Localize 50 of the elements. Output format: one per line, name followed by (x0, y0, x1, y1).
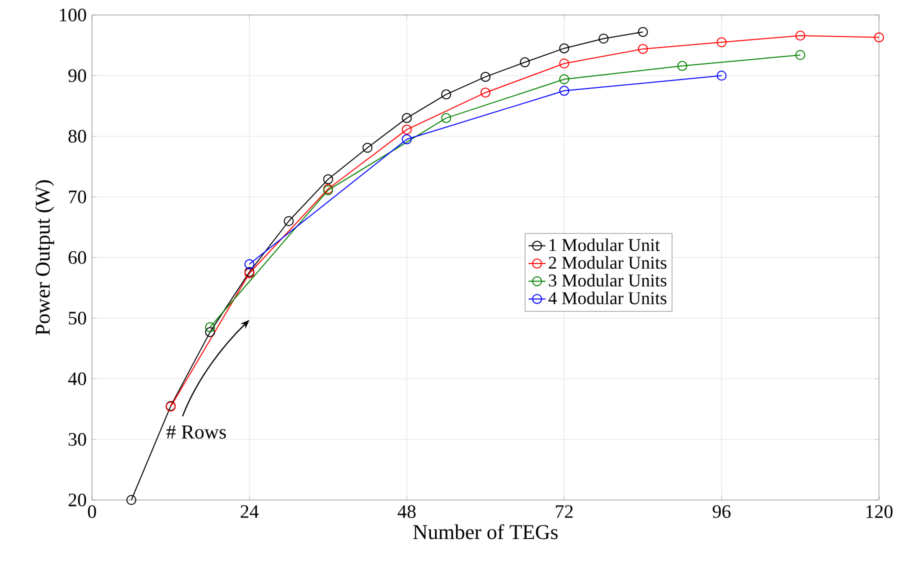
y-tick-label: 60 (68, 251, 86, 264)
point (559, 74, 570, 84)
point (441, 89, 452, 100)
point (638, 44, 648, 54)
point (795, 30, 806, 41)
point (598, 34, 609, 44)
point (362, 142, 372, 153)
y-tick-label: 80 (68, 130, 86, 143)
x-tick-label: 48 (398, 505, 416, 518)
point (520, 57, 530, 68)
point (795, 50, 806, 60)
y-tick-label: 50 (68, 312, 86, 325)
x-axis-title: Number of TEGs (413, 524, 558, 540)
point (441, 113, 452, 124)
point (402, 124, 412, 135)
point (480, 72, 491, 82)
legend-label: 2 Modular Units (548, 256, 666, 269)
legend-label: 3 Modular Units (548, 274, 666, 287)
point (126, 495, 136, 505)
point (716, 37, 727, 48)
legend-label: 4 Modular Units (548, 292, 666, 304)
y-tick-label: 70 (69, 190, 86, 204)
point (559, 43, 570, 54)
point (716, 70, 727, 81)
point (638, 26, 648, 37)
y-tick-label: 90 (68, 69, 86, 82)
point (402, 113, 412, 124)
point (205, 327, 216, 338)
point (284, 216, 294, 226)
y-tick-label: 100 (60, 8, 86, 22)
point (559, 58, 570, 68)
point (480, 88, 491, 98)
legend-label: 1 Modular Unit (550, 238, 660, 252)
point (874, 32, 884, 42)
point (323, 174, 334, 184)
y-tick-label: 40 (68, 372, 86, 386)
x-tick-label: 96 (712, 505, 731, 518)
y-tick-label: 20 (68, 494, 86, 506)
x-tick-label: 24 (240, 505, 259, 518)
point (559, 86, 570, 96)
x-tick-label: 120 (866, 505, 893, 518)
annotation: # Rows (166, 425, 226, 439)
x-tick-label: 72 (556, 505, 573, 518)
y-axis-title: Power Output (W) (35, 180, 54, 336)
point (677, 60, 688, 71)
point (244, 259, 254, 270)
y-tick-label: 30 (68, 432, 86, 446)
point (205, 322, 216, 332)
point (402, 134, 412, 144)
x-tick-label: 0 (88, 505, 96, 518)
